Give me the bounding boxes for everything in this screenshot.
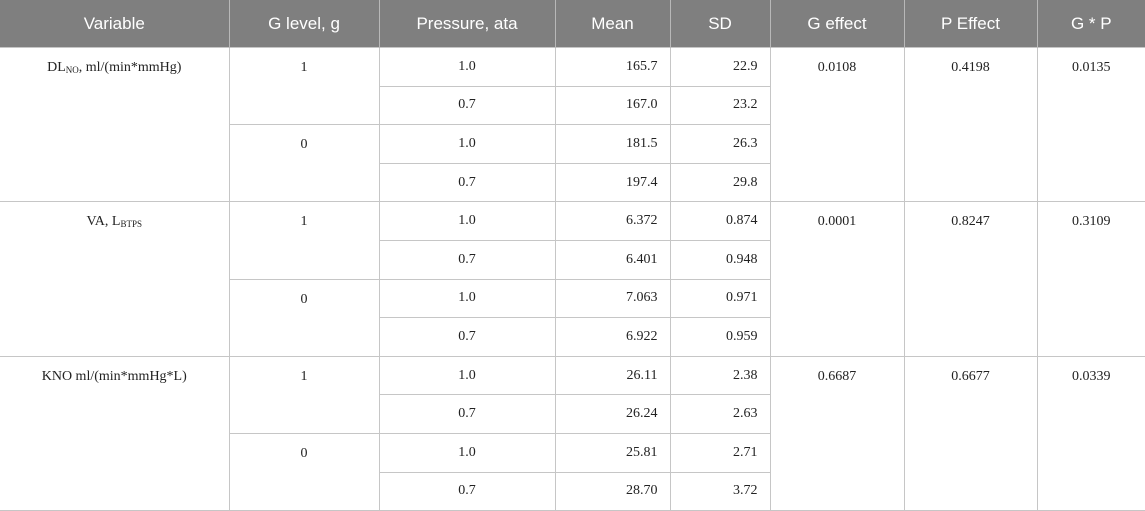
pressure-cell: 0.7 — [379, 394, 556, 434]
sd-cell: 2.38 — [669, 355, 771, 396]
g-level-cell: 0 — [229, 278, 380, 357]
sd-cell: 2.71 — [669, 432, 770, 473]
variable-label: VA, L — [86, 214, 121, 230]
header-g-times-p: G * P — [1036, 0, 1145, 48]
mean-cell: 167.0 — [554, 85, 671, 126]
gp-interaction-cell: 0.3109 — [1036, 201, 1145, 357]
mean-cell: 181.5 — [554, 124, 671, 164]
g-effect-cell: 0.6687 — [769, 355, 905, 511]
sd-cell: 0.948 — [669, 239, 770, 280]
p-effect-cell: 0.4198 — [903, 46, 1038, 203]
mean-cell: 6.372 — [554, 201, 671, 241]
g-effect-cell: 0.0108 — [769, 46, 905, 203]
table-row: DLNO, ml/(min*mmHg) 1 1.0 165.7 22.9 0.0… — [0, 46, 1145, 203]
p-effect-cell: 0.8247 — [903, 201, 1038, 357]
sd-cell: 23.2 — [669, 85, 770, 126]
mean-cell: 165.7 — [554, 47, 671, 87]
pressure-cell: 1.0 — [378, 47, 556, 87]
header-p-effect: P Effect — [903, 0, 1037, 48]
table-body: DLNO, ml/(min*mmHg) 1 1.0 165.7 22.9 0.0… — [0, 46, 1145, 511]
header-g-effect: G effect — [769, 0, 904, 48]
g-effect-cell: 0.0001 — [769, 201, 905, 357]
mean-cell: 26.24 — [554, 394, 671, 434]
sd-cell: 29.8 — [669, 162, 770, 203]
header-variable: Variable — [0, 0, 229, 48]
mean-cell: 6.401 — [554, 239, 671, 280]
sd-cell: 26.3 — [669, 124, 770, 164]
mean-cell: 25.81 — [554, 432, 671, 473]
mean-cell: 28.70 — [554, 471, 671, 511]
g-level-cell: 0 — [229, 432, 380, 511]
mean-cell: 26.11 — [554, 355, 671, 396]
header-row: Variable G level, g Pressure, ata Mean S… — [0, 0, 1145, 48]
table-row: 0.7 6.922 0.959 — [0, 317, 1145, 357]
header-pressure: Pressure, ata — [378, 0, 555, 48]
pressure-cell: 0.7 — [379, 162, 556, 203]
mean-cell: 197.4 — [554, 162, 671, 203]
table-row: 0.7 28.70 3.72 — [0, 471, 1145, 511]
variable-cell: DLNO, ml/(min*mmHg) — [0, 46, 230, 203]
pressure-cell: 1.0 — [378, 124, 556, 164]
gp-interaction-cell: 0.0339 — [1036, 355, 1145, 511]
pressure-cell: 1.0 — [378, 432, 556, 473]
table-row: 0 1.0 7.063 0.971 — [0, 278, 1145, 357]
g-level-cell: 0 — [229, 124, 380, 203]
table-row: 0.7 26.24 2.63 — [0, 394, 1145, 434]
g-level-cell: 1 — [228, 201, 380, 280]
table-row: 0 1.0 25.81 2.71 — [0, 432, 1145, 511]
sd-cell: 22.9 — [669, 47, 771, 87]
table-row: KNO ml/(min*mmHg*L) 1 1.0 26.11 2.38 0.6… — [0, 355, 1145, 511]
table-row: 0.7 197.4 29.8 — [0, 162, 1145, 203]
variable-subscript: NO — [65, 65, 79, 75]
variable-subscript: BTPS — [120, 219, 142, 230]
sd-cell: 2.63 — [669, 394, 770, 434]
table-row: VA, LBTPS 1 1.0 6.372 0.874 0.0001 0.824… — [0, 201, 1145, 357]
pressure-cell: 0.7 — [379, 85, 556, 126]
sd-cell: 0.971 — [669, 278, 770, 319]
header-mean: Mean — [554, 0, 670, 48]
variable-unit: , ml/(min*mmHg) — [78, 60, 182, 75]
header-g-level: G level, g — [228, 0, 379, 48]
pressure-cell: 1.0 — [378, 278, 556, 319]
sd-cell: 0.959 — [669, 317, 770, 357]
table-row: 0.7 167.0 23.2 — [0, 85, 1145, 126]
mean-cell: 6.922 — [554, 317, 671, 357]
table-row: 0.7 6.401 0.948 — [0, 239, 1145, 280]
pressure-cell: 1.0 — [378, 355, 556, 396]
p-effect-cell: 0.6677 — [903, 355, 1038, 511]
sd-cell: 0.874 — [669, 201, 771, 241]
mean-cell: 7.063 — [554, 278, 671, 319]
pressure-cell: 1.0 — [378, 201, 556, 241]
pressure-cell: 0.7 — [379, 239, 556, 280]
pressure-cell: 0.7 — [379, 317, 556, 357]
header-sd: SD — [669, 0, 770, 48]
variable-label: DL — [47, 60, 66, 75]
table-row: 0 1.0 181.5 26.3 — [0, 124, 1145, 203]
variable-cell: VA, LBTPS — [0, 201, 230, 357]
table-header: Variable G level, g Pressure, ata Mean S… — [0, 0, 1145, 48]
variable-label: KNO ml/(min*mmHg*L) — [41, 368, 187, 384]
g-level-cell: 1 — [228, 46, 380, 126]
sd-cell: 3.72 — [669, 471, 770, 511]
pressure-cell: 0.7 — [379, 471, 556, 511]
variable-cell: KNO ml/(min*mmHg*L) — [0, 355, 230, 511]
gp-interaction-cell: 0.0135 — [1036, 46, 1145, 203]
g-level-cell: 1 — [228, 355, 380, 434]
